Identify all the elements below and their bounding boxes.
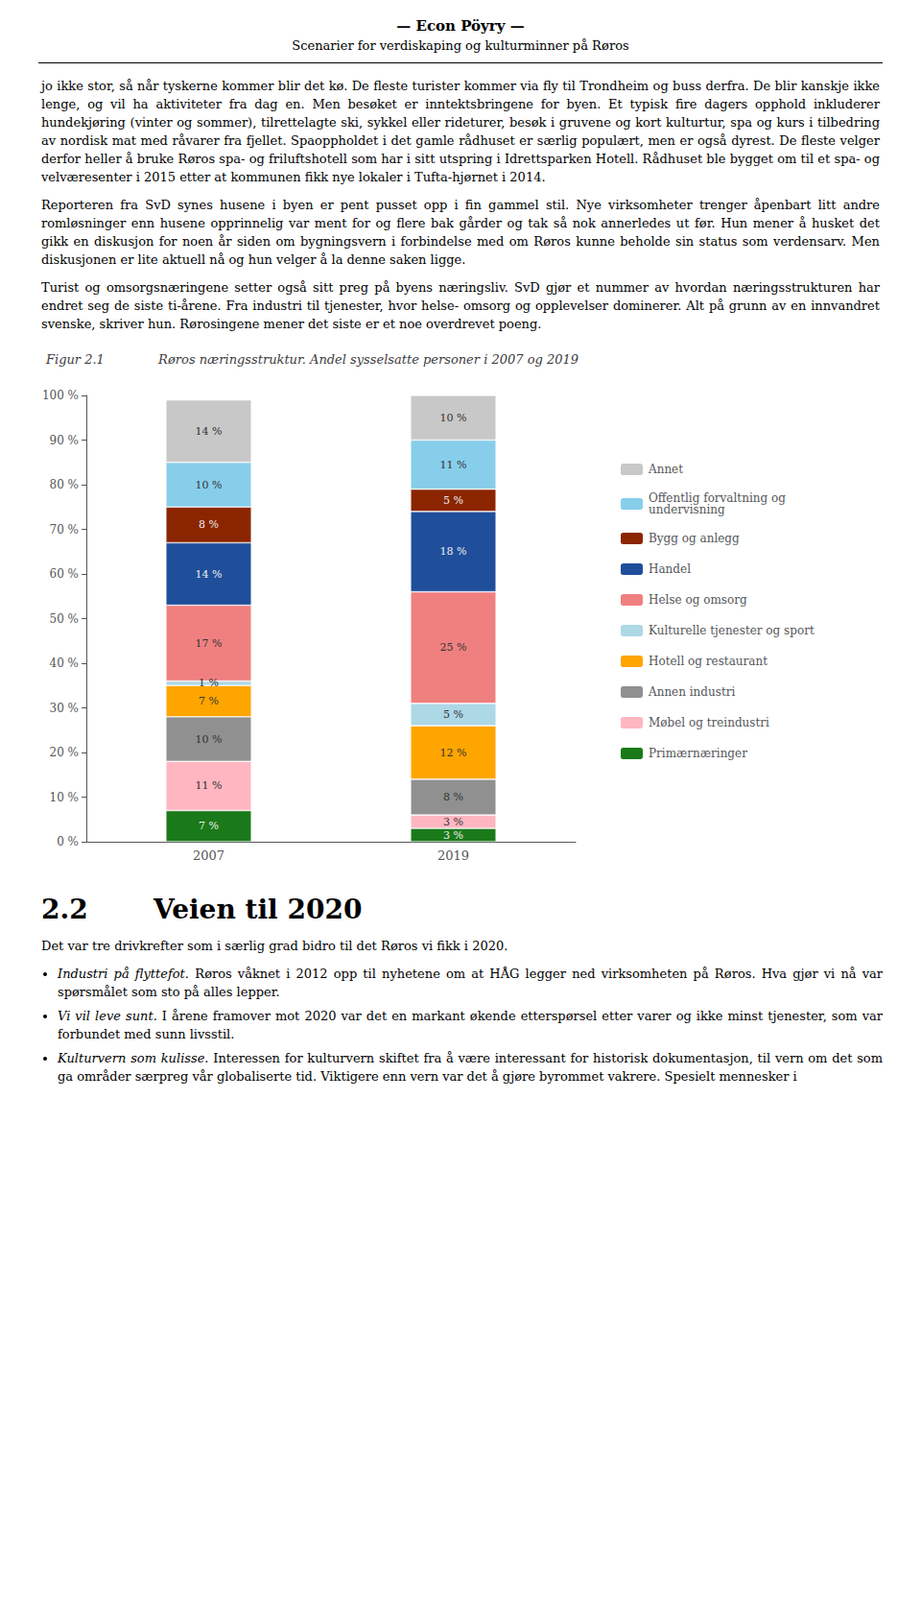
svg-text:90 %: 90 % [49, 433, 80, 448]
svg-text:Kulturelle tjenester og sport: Kulturelle tjenester og sport [648, 623, 815, 638]
svg-text:40 %: 40 % [49, 656, 80, 670]
svg-text:Figur 2.1: Figur 2.1 [45, 352, 105, 367]
svg-text:10 %: 10 % [440, 411, 468, 425]
svg-text:11 %: 11 % [440, 458, 468, 472]
html-text:— Econ Pöyry —: — Econ Pöyry — [396, 17, 525, 35]
svg-text:10 %: 10 % [195, 478, 223, 492]
svg-text:10 %: 10 % [49, 790, 80, 804]
svg-text:50 %: 50 % [49, 612, 80, 626]
html-text:Turist og omsorgsnæringene set: Turist og omsorgsnæringene setter også s… [41, 280, 880, 331]
html-text:Scenarier for verdiskaping og: Scenarier for verdiskaping og kulturminn… [292, 38, 629, 53]
svg-text:3 %: 3 % [443, 828, 464, 842]
svg-text:30 %: 30 % [49, 701, 80, 715]
svg-text:80 %: 80 % [49, 477, 80, 492]
html-text:2.2: 2.2 [41, 893, 88, 925]
svg-text:60 %: 60 % [49, 566, 80, 581]
svg-text:Primærnæringer: Primærnæringer [648, 746, 748, 760]
html-text:Industri på flyttefot. Røros v: Industri på flyttefot. Røros våknet i 20… [57, 966, 883, 999]
svg-text:8 %: 8 % [198, 518, 219, 531]
svg-text:Annet: Annet [647, 462, 684, 476]
svg-text:5 %: 5 % [443, 708, 464, 721]
svg-text:2019: 2019 [437, 848, 470, 863]
html-text:jo ikke stor, så når tyskerne: jo ikke stor, så når tyskerne kommer bli… [41, 78, 880, 185]
svg-text:8 %: 8 % [443, 790, 464, 803]
svg-text:7 %: 7 % [198, 819, 219, 832]
svg-text:1 %: 1 % [198, 676, 219, 689]
svg-text:Annen industri: Annen industri [647, 684, 735, 699]
svg-text:Bygg og anlegg: Bygg og anlegg [648, 531, 740, 545]
svg-text:undervisning: undervisning [648, 502, 726, 517]
svg-text:Røros næringsstruktur. Andel s: Røros næringsstruktur. Andel sysselsatte… [157, 352, 579, 367]
svg-text:10 %: 10 % [195, 732, 223, 746]
svg-text:0 %: 0 % [56, 834, 79, 849]
svg-text:17 %: 17 % [195, 637, 223, 650]
svg-text:14 %: 14 % [195, 567, 223, 581]
svg-text:70 %: 70 % [49, 522, 80, 537]
html-text:Kulturvern som kulisse. Intere: Kulturvern som kulisse. Interessen for k… [57, 1050, 883, 1084]
svg-text:Møbel og treindustri: Møbel og treindustri [648, 715, 770, 730]
svg-text:14 %: 14 % [195, 425, 223, 438]
svg-text:Hotell og restaurant: Hotell og restaurant [648, 654, 768, 668]
svg-text:100 %: 100 % [42, 388, 79, 402]
svg-text:11 %: 11 % [195, 779, 223, 792]
html-text:Veien til 2020: Veien til 2020 [153, 893, 363, 925]
svg-text:25 %: 25 % [440, 640, 468, 654]
svg-text:Offentlig forvaltning og: Offentlig forvaltning og [648, 491, 786, 505]
svg-text:12 %: 12 % [440, 746, 468, 759]
svg-text:20 %: 20 % [49, 745, 80, 759]
svg-text:2007: 2007 [192, 848, 225, 863]
svg-text:18 %: 18 % [440, 544, 468, 558]
svg-text:3 %: 3 % [443, 815, 464, 828]
html-text:Det var tre drivkrefter som i: Det var tre drivkrefter som i særlig gra… [41, 938, 508, 953]
html-text:Vi vil leve sunt. I årene fram: Vi vil leve sunt. I årene framover mot 2… [57, 1008, 883, 1041]
svg-text:7 %: 7 % [198, 694, 219, 708]
svg-text:Helse og omsorg: Helse og omsorg [648, 592, 748, 607]
svg-text:Handel: Handel [648, 562, 691, 576]
html-text:Reporteren fra SvD synes husen: Reporteren fra SvD synes husene i byen e… [41, 197, 880, 267]
svg-text:5 %: 5 % [443, 494, 464, 507]
